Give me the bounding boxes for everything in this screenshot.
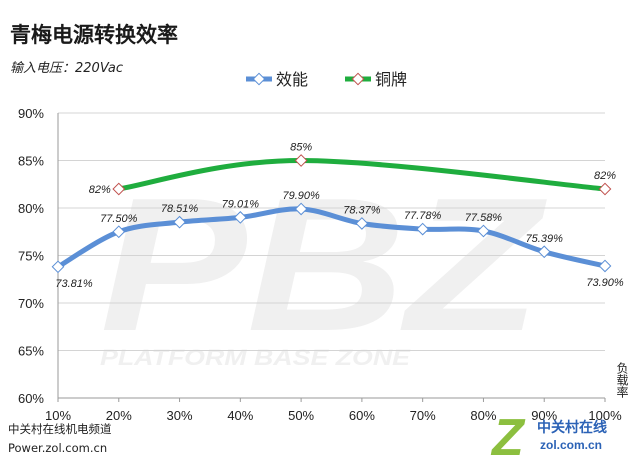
data-label: 78.37% <box>343 204 381 216</box>
data-label: 77.50% <box>100 213 138 225</box>
x-tick-label: 60% <box>349 408 375 423</box>
data-point <box>598 182 612 196</box>
y-tick-label: 75% <box>18 249 44 264</box>
x-tick-label: 30% <box>167 408 193 423</box>
legend: 效能 铜牌 <box>246 70 407 89</box>
chart-title: 青梅电源转换效率 <box>10 23 178 47</box>
legend-item-bronze: 铜牌 <box>345 70 407 89</box>
data-label: 79.01% <box>222 198 260 210</box>
x-tick-label: 20% <box>106 408 132 423</box>
y-tick-label: 90% <box>18 106 44 121</box>
y-tick-label: 80% <box>18 201 44 216</box>
legend-item-efficiency: 效能 <box>246 70 308 89</box>
data-label: 73.81% <box>55 278 93 290</box>
data-label: 77.58% <box>465 212 503 224</box>
series-line <box>55 206 608 270</box>
series-efficiency: 73.81% 77.50% 78.51% 79.01% 79.90% 78.37% 77.7… <box>51 190 624 290</box>
y-axis: 60% 65% 70% 75% 80% 85% 90% <box>18 106 59 406</box>
legend-label-efficiency: 效能 <box>276 70 308 89</box>
footer-source: 中关村在线机电频道 <box>8 422 112 436</box>
chart-subtitle: 输入电压：220Vac <box>10 61 123 76</box>
data-point <box>51 260 65 274</box>
logo-letter: Z <box>490 409 526 464</box>
data-label: 78.51% <box>161 203 199 215</box>
x-tick-label: 90% <box>531 408 557 423</box>
x-tick-label: 100% <box>588 408 622 423</box>
data-label: 85% <box>290 142 312 154</box>
data-label: 75.39% <box>526 233 564 245</box>
data-label: 73.90% <box>586 277 624 289</box>
x-tick-label: 10% <box>45 408 71 423</box>
data-point <box>537 245 551 259</box>
watermark-text: PLATFORM BASE ZONE <box>100 345 412 370</box>
logo-url: zol.com.cn <box>540 438 602 452</box>
x-axis: 10% 20% 30% 40% 50% 60% 70% 80% 90% 100% <box>45 398 622 423</box>
data-point <box>355 217 369 230</box>
series-bronze: 82% 85% 82% <box>89 142 616 197</box>
x-tick-label: 40% <box>227 408 253 423</box>
footer-url: Power.zol.com.cn <box>8 441 107 455</box>
data-label: 82% <box>594 170 616 182</box>
legend-label-bronze: 铜牌 <box>375 70 407 89</box>
data-point <box>294 154 308 167</box>
data-point <box>477 224 490 238</box>
y-tick-label: 60% <box>18 391 44 406</box>
data-point <box>112 225 126 239</box>
data-label: 77.78% <box>404 210 442 222</box>
x-tick-label: 50% <box>288 408 314 423</box>
data-point <box>233 211 247 224</box>
watermark: PBZ PLATFORM BASE ZONE <box>100 159 547 371</box>
data-point <box>416 222 430 236</box>
data-label: 82% <box>89 184 111 196</box>
logo-name: 中关村在线 <box>537 419 607 436</box>
x-axis-label: 负载率 <box>615 362 629 398</box>
data-point <box>598 259 612 273</box>
y-tick-label: 85% <box>18 154 44 169</box>
data-label: 79.90% <box>282 190 320 202</box>
x-tick-label: 70% <box>410 408 436 423</box>
data-point <box>173 215 186 229</box>
watermark-letters: PBZ <box>100 159 547 371</box>
x-tick-label: 80% <box>470 408 496 423</box>
y-tick-label: 70% <box>18 296 44 311</box>
series-group: 73.81% 77.50% 78.51% 79.01% 79.90% 78.37% 77.7… <box>51 142 624 290</box>
series-line <box>116 157 608 192</box>
y-tick-label: 65% <box>18 344 44 359</box>
gridlines <box>58 112 605 399</box>
data-point <box>112 182 126 196</box>
site-logo: Z 中关村在线 zol.com.cn <box>490 409 607 464</box>
data-point <box>294 202 308 216</box>
